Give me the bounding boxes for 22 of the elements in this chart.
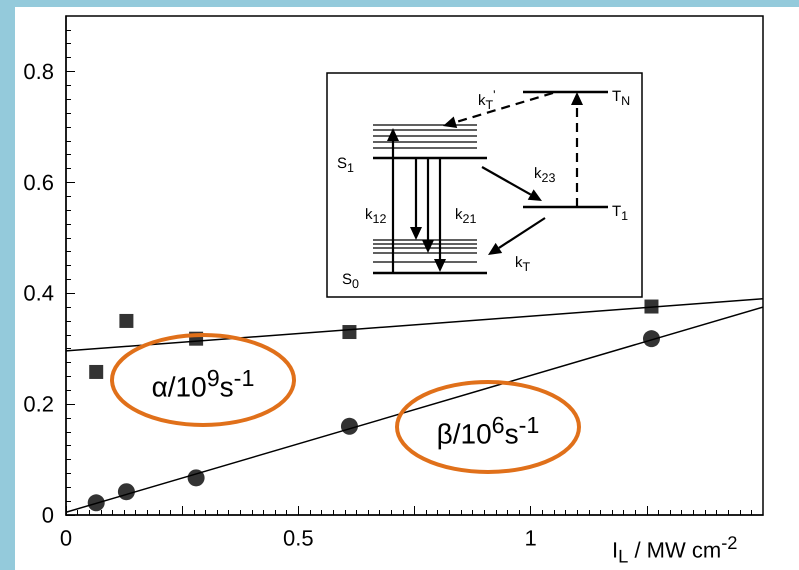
y-tick-label: 0.4 bbox=[23, 280, 54, 306]
annotation: S$_{0}$ bbox=[342, 271, 359, 293]
y-tick-label: 0.8 bbox=[23, 58, 54, 84]
x-tick-label: 0.5 bbox=[283, 526, 314, 550]
y-tick-label: 0.2 bbox=[23, 392, 54, 417]
point bbox=[119, 314, 134, 328]
text: β/10$^{6}$s$^{-1}$ bbox=[436, 411, 540, 452]
annotation: T$_{N}$ bbox=[612, 88, 630, 110]
y-tick-label: 0.6 bbox=[23, 170, 54, 195]
point bbox=[89, 364, 104, 379]
x-tick-label: 1 bbox=[524, 526, 537, 550]
x-tick-label: 0 bbox=[60, 526, 72, 550]
annotation: S$_{1}$ bbox=[337, 155, 354, 177]
annotation: k$_{T}$ bbox=[515, 254, 530, 276]
x-axis-title: I$_{L}$ / MW cm$^{-2}$ bbox=[612, 532, 738, 568]
annotation: k$_{23}$ bbox=[534, 165, 556, 187]
y-tick-label: 0 bbox=[42, 502, 54, 528]
annotation: T$_{1}$ bbox=[612, 203, 628, 225]
annotation: k$_{12}$ bbox=[365, 206, 386, 228]
annotation: k$_{21}$ bbox=[455, 206, 476, 228]
point bbox=[188, 469, 205, 486]
series-label: α/10$^{9}$s$^{-1}$ bbox=[150, 364, 256, 404]
